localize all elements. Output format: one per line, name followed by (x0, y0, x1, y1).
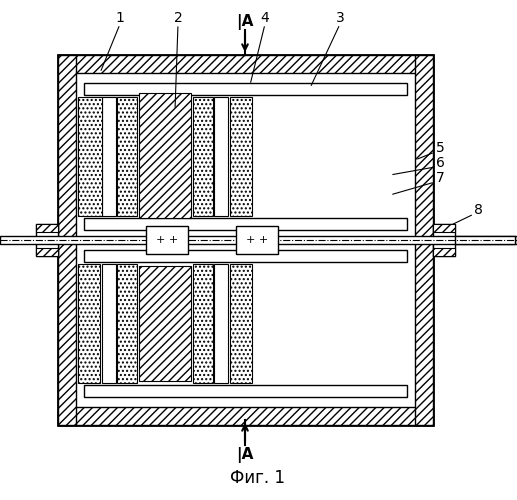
Bar (84, 83, 407, 95)
Bar (236, 226, 278, 254)
Bar (36, 224, 58, 232)
Bar (117, 97, 137, 216)
Text: 1: 1 (116, 11, 125, 25)
Bar (78, 97, 102, 216)
Text: 6: 6 (435, 156, 445, 170)
Bar (433, 248, 455, 256)
Bar (230, 97, 252, 216)
Text: 3: 3 (336, 11, 344, 25)
Bar (230, 264, 252, 383)
Bar (117, 264, 137, 383)
Bar (84, 218, 407, 230)
Text: 5: 5 (436, 141, 445, 155)
Text: Фиг. 1: Фиг. 1 (231, 469, 285, 487)
Bar (139, 93, 191, 218)
Bar (58, 55, 76, 425)
Text: 2: 2 (174, 11, 183, 25)
Bar (58, 407, 433, 425)
Text: |А: |А (236, 447, 254, 463)
Bar (78, 264, 100, 383)
Bar (193, 264, 213, 383)
Text: + +: + + (156, 235, 178, 245)
Bar (84, 250, 407, 262)
Text: 4: 4 (261, 11, 269, 25)
Text: 8: 8 (474, 203, 482, 217)
Bar (0, 236, 517, 244)
Bar (193, 97, 213, 216)
Bar (102, 97, 116, 216)
Bar (36, 224, 58, 256)
Bar (58, 55, 433, 73)
Bar (433, 224, 455, 256)
Bar (455, 236, 515, 244)
Bar (146, 226, 188, 254)
Bar (214, 264, 228, 383)
Bar (214, 97, 228, 216)
Text: 7: 7 (436, 171, 445, 185)
Text: |А: |А (236, 14, 254, 30)
Bar (433, 224, 455, 232)
Bar (139, 266, 191, 381)
Bar (84, 385, 407, 397)
Bar (415, 55, 433, 425)
Bar (36, 248, 58, 256)
Text: + +: + + (246, 235, 268, 245)
Bar (102, 264, 116, 383)
Bar (58, 55, 433, 425)
